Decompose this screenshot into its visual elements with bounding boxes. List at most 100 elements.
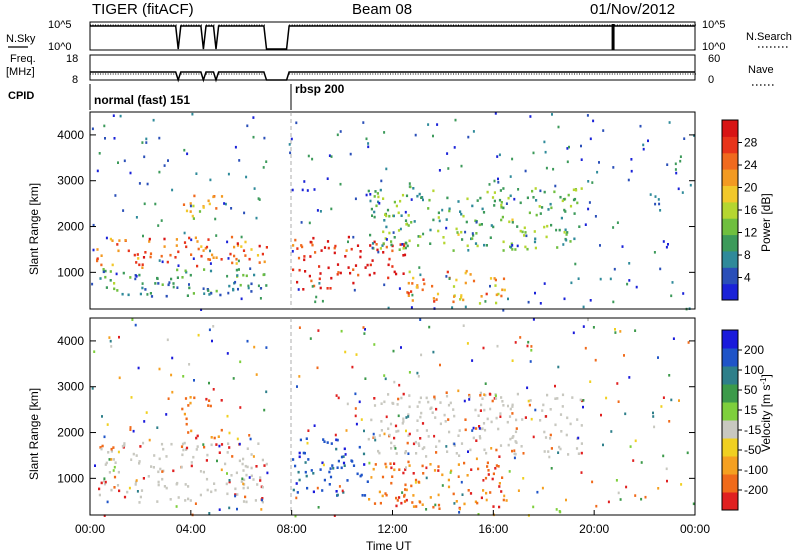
- heatmap-cell: [542, 403, 545, 407]
- station-title: TIGER (fitACF): [92, 1, 194, 18]
- heatmap-cell: [340, 455, 344, 459]
- colorbar-swatch: [722, 169, 738, 186]
- x-tick-label: 08:00: [277, 522, 307, 536]
- heatmap-cell: [360, 418, 363, 421]
- heatmap-cell: [298, 455, 301, 459]
- heatmap-cell: [580, 471, 583, 474]
- heatmap-cell: [183, 441, 186, 445]
- heatmap-cell: [425, 429, 428, 432]
- heatmap-cell: [189, 204, 192, 208]
- heatmap-cell: [471, 204, 474, 208]
- heatmap-cell: [445, 218, 448, 221]
- heatmap-cell: [417, 244, 420, 247]
- heatmap-cell: [401, 491, 404, 494]
- heatmap-cell: [192, 257, 195, 260]
- heatmap-cell: [427, 400, 430, 404]
- heatmap-cell: [169, 253, 172, 257]
- heatmap-cell: [520, 445, 523, 448]
- heatmap-cell: [215, 207, 218, 210]
- heatmap-cell: [185, 446, 189, 450]
- heatmap-cell: [250, 453, 253, 456]
- heatmap-cell: [628, 262, 631, 265]
- heatmap-cell: [373, 343, 376, 346]
- heatmap-cell: [560, 430, 563, 433]
- heatmap-cell: [295, 121, 298, 125]
- colorbar-tick-label: -200: [744, 483, 768, 497]
- heatmap-cell: [506, 420, 509, 424]
- heatmap-cell: [298, 451, 301, 455]
- heatmap-cell: [565, 433, 568, 437]
- freq-line: [90, 71, 695, 83]
- heatmap-cell: [640, 497, 643, 501]
- heatmap-cell: [189, 273, 192, 277]
- heatmap-cell: [423, 446, 426, 449]
- heatmap-cell: [510, 242, 513, 246]
- heatmap-cell: [499, 412, 502, 415]
- freq-right-tick-top: 60: [708, 53, 720, 65]
- heatmap-cell: [142, 477, 145, 480]
- heatmap-cell: [297, 256, 301, 260]
- heatmap-cell: [693, 134, 696, 137]
- heatmap-cell: [505, 202, 508, 205]
- heatmap-cell: [329, 475, 333, 479]
- heatmap-cell: [374, 463, 377, 466]
- heatmap-cell: [543, 225, 546, 229]
- heatmap-cell: [393, 444, 396, 448]
- heatmap-cell: [420, 196, 423, 199]
- heatmap-cell: [153, 454, 156, 457]
- noise-panel-frame: [89, 21, 696, 51]
- heatmap-cell: [233, 245, 236, 249]
- heatmap-cell: [336, 438, 339, 442]
- heatmap-cell: [163, 237, 166, 241]
- heatmap-cell: [176, 268, 179, 272]
- heatmap-cell: [481, 427, 484, 430]
- colorbar-swatch: [722, 474, 738, 493]
- heatmap-cell: [479, 409, 482, 412]
- heatmap-cell: [668, 374, 671, 377]
- heatmap-cell: [326, 287, 329, 290]
- heatmap-cell: [457, 200, 460, 203]
- heatmap-cell: [387, 306, 390, 310]
- heatmap-cell: [393, 462, 396, 465]
- heatmap-cell: [596, 170, 599, 174]
- heatmap-cell: [428, 325, 431, 329]
- heatmap-cell: [526, 247, 529, 251]
- heatmap-cell: [434, 416, 437, 419]
- heatmap-cell: [236, 437, 239, 441]
- heatmap-cell: [236, 242, 239, 245]
- heatmap-cell: [437, 469, 440, 472]
- heatmap-cell: [452, 408, 455, 411]
- heatmap-cell: [259, 297, 262, 300]
- heatmap-cell: [447, 418, 450, 421]
- heatmap-cell: [494, 284, 497, 287]
- heatmap-cell: [576, 418, 579, 421]
- heatmap-cell: [557, 125, 560, 129]
- heatmap-cell: [435, 407, 438, 411]
- heatmap-cell: [414, 481, 417, 484]
- heatmap-cell: [192, 455, 195, 459]
- heatmap-cell: [498, 482, 501, 485]
- heatmap-cell: [390, 466, 393, 470]
- heatmap-cell: [670, 398, 673, 402]
- heatmap-cell: [309, 255, 312, 258]
- heatmap-cell: [316, 209, 319, 212]
- heatmap-cell: [455, 227, 458, 231]
- heatmap-cell: [475, 457, 478, 461]
- heatmap-cell: [259, 287, 263, 290]
- heatmap-cell: [461, 493, 464, 496]
- heatmap-cell: [335, 490, 338, 493]
- heatmap-cell: [132, 429, 135, 433]
- y-tick-label: 2000: [57, 220, 84, 234]
- heatmap-cell: [515, 441, 518, 444]
- heatmap-cell: [484, 300, 487, 303]
- heatmap-cell: [642, 147, 645, 151]
- heatmap-cell: [207, 238, 210, 241]
- heatmap-cell: [444, 420, 447, 423]
- heatmap-cell: [145, 141, 148, 144]
- colorbar-swatch: [722, 283, 738, 301]
- heatmap-cell: [302, 288, 305, 291]
- heatmap-cell: [486, 461, 489, 465]
- heatmap-cell: [442, 236, 445, 239]
